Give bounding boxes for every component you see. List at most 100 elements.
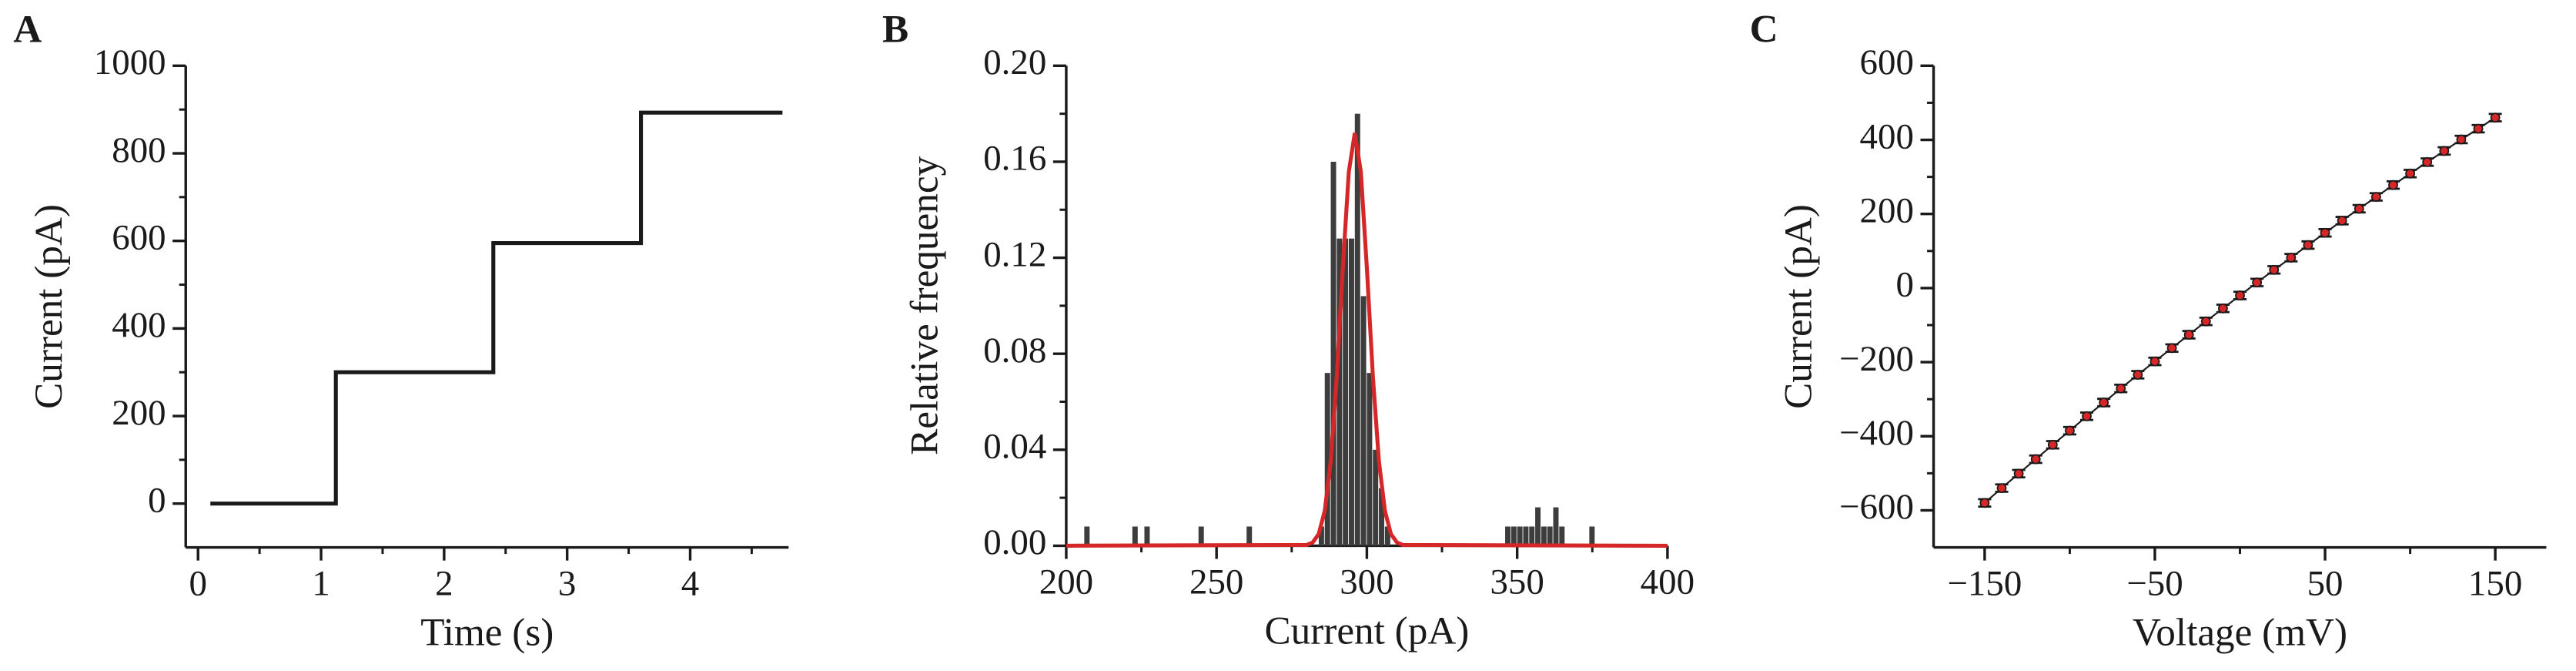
hist-bar [1547,526,1553,546]
x-tick-label: 0 [189,564,206,604]
point [2235,290,2245,300]
point [2099,398,2109,408]
hist-bar [1553,507,1559,546]
hist-bar [1132,526,1138,546]
y-tick-label: 0.04 [983,427,1046,467]
hist-bar [1198,526,1204,546]
point [1979,498,1990,508]
hist-bar [1367,373,1373,546]
y-tick-label: 200 [1860,190,1914,230]
y-tick-label: 400 [1860,116,1914,156]
y-tick-label: 600 [1860,42,1914,82]
point [2354,203,2364,214]
point [2133,370,2143,380]
y-tick-label: 0 [148,480,166,520]
x-tick-label: 400 [1641,562,1694,602]
y-tick-label: −200 [1839,339,1914,379]
panel: C −150 −50 50 150 −600 −400 −200 0 200 400 600 Volta… [1750,7,2547,655]
y-tick-label: −600 [1839,487,1914,527]
hist-bar [1337,238,1343,546]
hist-bar [1505,526,1510,546]
point [2456,134,2467,145]
panel-label: B [882,7,908,51]
hist-bar [1559,526,1565,546]
x-tick-label: −150 [1947,564,2022,604]
point [2269,264,2280,275]
panel: A 0 1 2 3 4 0 200 400 600 800 1000 Time (s) Current (… [13,7,789,655]
hist-bar [1510,526,1517,546]
point [2200,316,2211,327]
hist-bar [1589,526,1595,546]
x-tick-label: 350 [1490,562,1544,602]
hist-bar [1330,161,1337,546]
y-tick-label: −400 [1839,413,1914,453]
point [2303,240,2313,250]
x-tick-label: 300 [1340,562,1393,602]
point [2473,123,2484,134]
y-tick-label: 1000 [94,42,166,82]
point [2065,425,2075,436]
y-tick-label: 0.12 [983,234,1046,274]
hist-bar [1360,296,1367,546]
y-tick-label: 0.20 [983,42,1046,82]
hist-bar [1517,526,1523,546]
y-axis-title: Current (pA) [1777,204,1821,409]
point [2490,112,2501,123]
panel: B 200 250 300 350 400 0.00 0.04 0.08 0.12 0.16 0.20… [882,7,1694,653]
point [2370,192,2381,202]
x-axis-title: Voltage (mV) [2133,611,2347,655]
x-tick-label: −50 [2126,564,2183,604]
hist-bar [1084,526,1090,546]
x-axis-title: Time (s) [420,611,554,655]
hist-bar [1246,526,1253,546]
y-tick-label: 600 [112,217,166,257]
point [2388,179,2398,190]
y-tick-label: 800 [112,130,166,170]
x-tick-label: 4 [681,564,699,604]
point [2082,411,2092,421]
point [2149,356,2160,367]
data-line [210,110,783,506]
connect-line [1984,116,2496,504]
hist-bar [1379,488,1384,546]
panel-label: A [13,7,42,51]
hist-bar [1343,238,1349,546]
point [1996,483,2007,493]
hist-bar [1144,526,1150,546]
x-tick-label: 3 [558,564,576,604]
x-tick-label: 2 [435,564,453,604]
y-tick-label: 0.00 [983,522,1046,562]
point [2047,439,2058,450]
point [2013,468,2024,479]
x-axis-title: Current (pA) [1264,609,1469,653]
point [2422,156,2433,167]
hist-bar [1384,526,1390,546]
point [2166,343,2177,354]
hist-bar [1318,526,1324,546]
hist-bar [1373,449,1379,546]
y-tick-label: 0 [1895,265,1913,305]
x-tick-label: 200 [1039,562,1093,602]
y-tick-label: 0.08 [983,330,1046,371]
point [2183,330,2194,340]
point [2030,454,2041,465]
y-tick-label: 200 [112,393,166,433]
x-tick-label: 1 [312,564,330,604]
point [2320,227,2330,238]
point [2218,303,2228,314]
hist-bar [1354,113,1360,546]
hist-bar [1535,507,1541,546]
x-tick-label: 50 [2307,564,2343,604]
hist-bar [1523,526,1529,546]
hist-bar [1541,526,1547,546]
x-tick-label: 250 [1189,562,1243,602]
point [2252,277,2263,288]
point [2405,168,2415,179]
x-tick-label: 150 [2468,564,2522,604]
hist-bar [1324,373,1330,546]
point [2116,383,2126,394]
panel-label: C [1750,7,1778,51]
y-tick-label: 400 [112,305,166,345]
